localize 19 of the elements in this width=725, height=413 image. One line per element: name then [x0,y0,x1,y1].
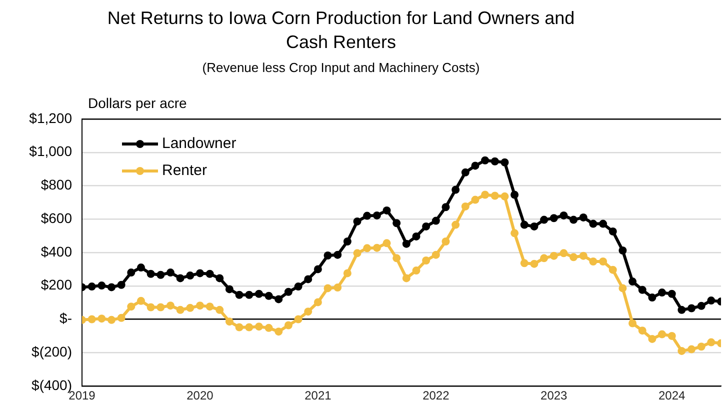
y-tick-label: $1,000 [29,143,72,160]
x-tick-label: 2024 [658,388,686,403]
chart-subtitle: (Revenue less Crop Input and Machinery Costs) [201,60,481,75]
legend-label: Renter [162,162,208,180]
y-tick-label: $- [60,310,72,326]
y-tick-label: $(400) [32,376,72,393]
x-tick-label: 2020 [186,388,214,403]
y-tick-label: $1,200 [29,110,72,126]
chart-title: Net Returns to Iowa Corn Production for Land Owners and Cash Renters [106,7,576,54]
x-tick-label: 2023 [540,388,568,403]
y-tick-label: $600 [40,210,72,226]
x-tick-label: 2021 [304,388,332,403]
x-tick-label: 2022 [422,388,450,403]
y-tick-label: $200 [40,276,72,293]
y-tick-label: $(200) [32,343,72,360]
y-tick-label: $400 [40,243,72,260]
y-tick-label: $800 [40,176,72,193]
y-axis-title: Dollars per acre [88,95,187,111]
legend-label: Landowner [162,135,236,152]
